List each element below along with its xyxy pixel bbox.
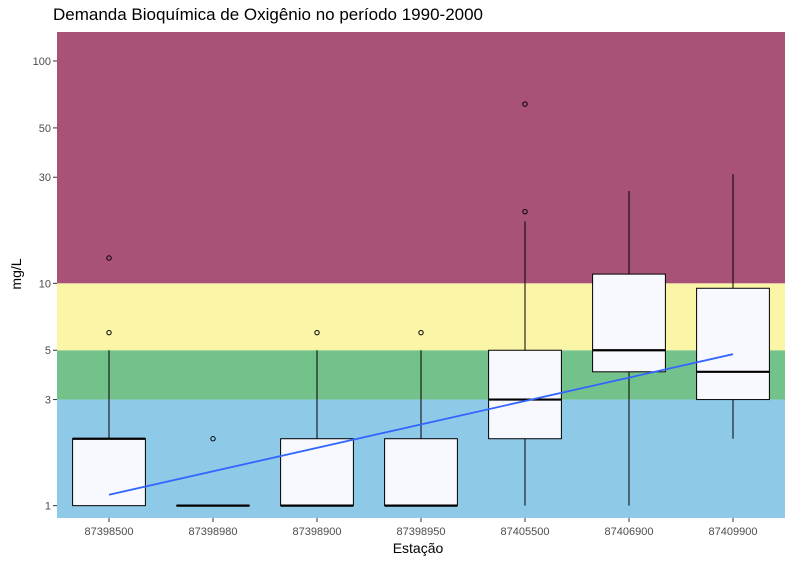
outlier-point — [314, 329, 320, 336]
y-tick-label: 100 — [33, 56, 51, 68]
outlier-point — [522, 208, 528, 215]
x-tick-label: 87398950 — [397, 526, 446, 538]
x-tick-label: 87409900 — [709, 526, 758, 538]
box-body — [488, 349, 562, 440]
box-87406900 — [592, 191, 666, 506]
band-3 — [57, 32, 785, 284]
box-body — [384, 438, 458, 507]
outlier-point — [106, 255, 112, 261]
y-tick-label: 30 — [39, 172, 51, 184]
x-tick-label: 87398980 — [189, 526, 238, 538]
y-tick-label: 1 — [45, 501, 51, 513]
x-tick-label: 87405500 — [501, 526, 550, 538]
outlier-point — [418, 329, 424, 336]
box-series — [72, 101, 770, 507]
box-body — [280, 438, 354, 507]
box-body — [592, 273, 666, 373]
chart-title: Demanda Bioquímica de Oxigênio no períod… — [53, 5, 484, 24]
outlier-point — [210, 436, 216, 442]
y-axis-title: mg/L — [8, 258, 24, 289]
x-tick-label: 87406900 — [605, 526, 654, 538]
outlier-point — [522, 101, 528, 107]
x-tick-label: 87398500 — [85, 526, 134, 538]
box-87398900 — [280, 329, 354, 507]
y-tick-label: 10 — [39, 278, 51, 290]
y-tick-label: 3 — [45, 395, 51, 407]
box-87409900 — [696, 174, 770, 439]
x-tick-label: 87398900 — [293, 526, 342, 538]
box-87398950 — [384, 329, 458, 507]
box-body — [72, 438, 146, 507]
x-axis-title: Estação — [393, 540, 444, 556]
trend-line — [108, 353, 734, 496]
y-tick-label: 50 — [39, 123, 51, 135]
y-tick-label: 5 — [45, 345, 51, 357]
box-body — [696, 287, 770, 401]
outlier-point — [106, 329, 112, 336]
trend-layer — [108, 353, 734, 496]
axes: 1 3 5 10 30 50 100 87398500 87398980 87398900 8739… — [33, 56, 758, 538]
box-87398980 — [176, 436, 250, 507]
box-87405500 — [488, 101, 562, 506]
band-2 — [57, 283, 785, 351]
